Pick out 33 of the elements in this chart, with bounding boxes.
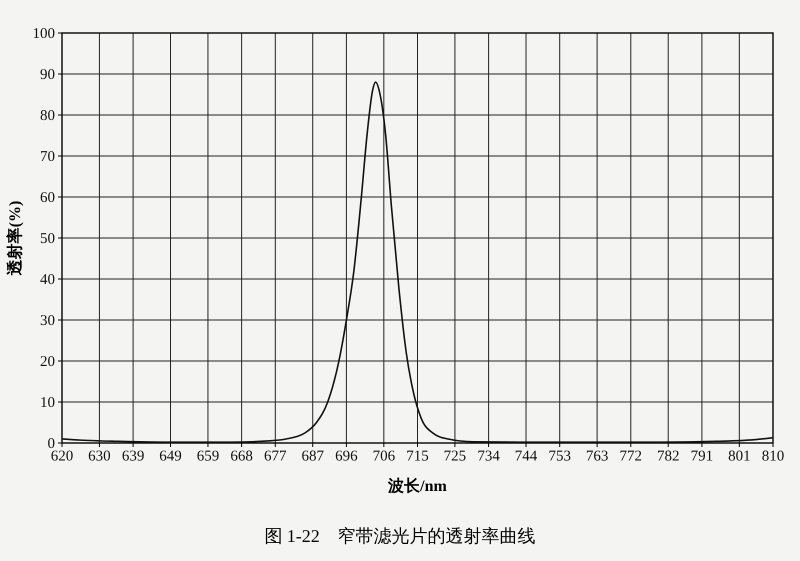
x-tick-label: 706 xyxy=(372,448,396,465)
y-tick-label: 70 xyxy=(40,148,55,165)
y-tick-label: 10 xyxy=(40,394,55,411)
x-tick-label: 744 xyxy=(514,448,538,465)
y-tick-label: 90 xyxy=(40,66,55,83)
y-axis-title: 透射率(%) xyxy=(5,200,24,276)
text: 图 1-22 窄带滤光片的透射率曲线 xyxy=(264,526,536,546)
x-tick-label: 639 xyxy=(122,448,144,465)
x-tick-label: 753 xyxy=(548,448,571,465)
x-tick-label: 810 xyxy=(762,448,784,465)
x-tick-label: 725 xyxy=(444,448,466,465)
y-tick-label: 60 xyxy=(40,190,55,206)
y-tick-label: 40 xyxy=(40,272,55,288)
x-axis-title: 波长/nm xyxy=(387,477,448,495)
x-tick-label: 659 xyxy=(196,448,220,465)
x-tick-label: 791 xyxy=(690,448,714,465)
y-tick-label: 100 xyxy=(32,26,55,42)
x-tick-label: 649 xyxy=(159,448,182,465)
x-tick-label: 630 xyxy=(88,448,111,465)
x-tick-label: 734 xyxy=(477,448,500,465)
x-tick-label: 687 xyxy=(301,448,324,465)
y-tick-label: 20 xyxy=(40,354,55,370)
x-tick-label: 772 xyxy=(620,448,642,465)
y-tick-label: 80 xyxy=(40,108,55,124)
x-tick-label: 668 xyxy=(230,448,253,465)
x-tick-label: 801 xyxy=(728,448,751,465)
y-tick-label: 50 xyxy=(40,230,55,247)
x-tick-label: 782 xyxy=(656,448,680,465)
x-tick-label: 763 xyxy=(586,448,608,465)
x-tick-label: 715 xyxy=(406,448,429,465)
x-tick-label: 677 xyxy=(264,448,288,465)
x-tick-label: 696 xyxy=(335,448,358,465)
y-tick-label: 30 xyxy=(40,312,55,329)
